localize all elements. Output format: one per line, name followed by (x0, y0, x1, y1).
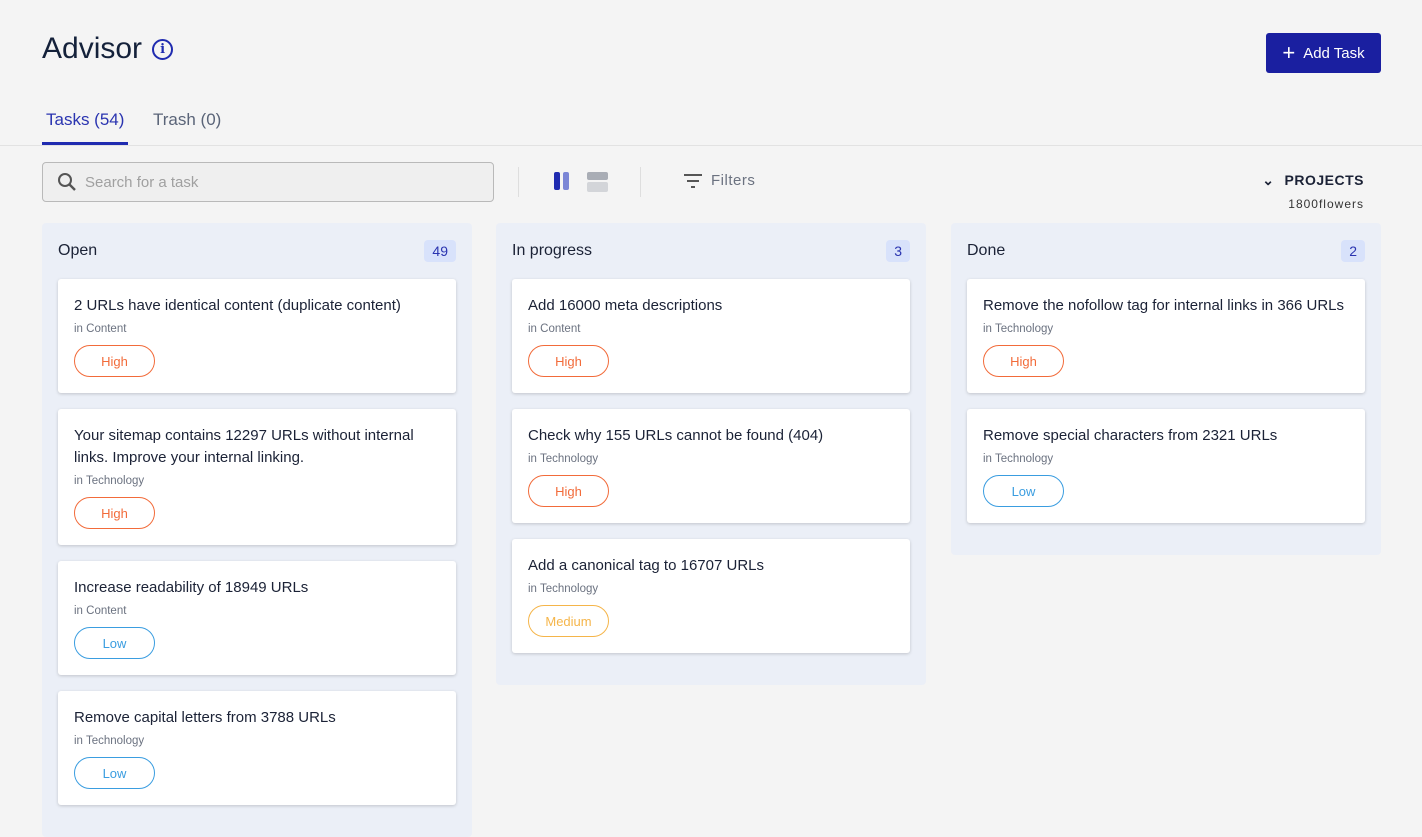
task-category: in Technology (528, 583, 599, 595)
priority-badge[interactable]: High (528, 345, 609, 377)
task-category: in Content (74, 323, 127, 335)
plus-icon: + (1282, 40, 1296, 65)
priority-badge[interactable]: Low (74, 757, 155, 789)
task-category: in Technology (983, 323, 1054, 335)
task-category: in Technology (528, 453, 599, 465)
task-card[interactable]: Check why 155 URLs cannot be found (404)… (512, 409, 910, 523)
add-task-label: Add Task (1303, 44, 1365, 62)
column-in-progress: In progress 3 Add 16000 meta descriptions i… (496, 223, 926, 685)
task-card[interactable]: Increase readability of 18949 URLs in Con… (58, 561, 456, 675)
column-header: Done 2 (967, 239, 1365, 263)
task-title: Remove capital letters from 3788 URLs (74, 709, 336, 726)
column-open: Open 49 2 URLs have identical content (dup… (42, 223, 472, 837)
task-card[interactable]: 2 URLs have identical content (duplicate… (58, 279, 456, 393)
priority-badge[interactable]: High (74, 497, 155, 529)
column-header: In progress 3 (512, 239, 910, 263)
info-icon[interactable]: i (152, 38, 174, 60)
search-box[interactable] (42, 162, 494, 202)
search-icon (58, 173, 76, 191)
tab-bar: Tasks (54) Trash (0) (0, 100, 1422, 146)
divider (640, 167, 641, 197)
priority-badge[interactable]: High (983, 345, 1064, 377)
task-card[interactable]: Remove the nofollow tag for internal lin… (967, 279, 1365, 393)
column-title: Done (967, 242, 1006, 259)
task-card[interactable]: Your sitemap contains 12297 URLs without… (58, 409, 456, 545)
task-category: in Technology (983, 453, 1054, 465)
tab-trash[interactable]: Trash (0) (153, 110, 222, 129)
task-title: Add a canonical tag to 16707 URLs (528, 557, 764, 574)
task-card[interactable]: Remove special characters from 2321 URLs… (967, 409, 1365, 523)
task-title: 2 URLs have identical content (duplicate… (74, 297, 401, 314)
page-title-row: Advisor i (42, 32, 174, 66)
task-title: Add 16000 meta descriptions (528, 297, 723, 314)
column-header: Open 49 (58, 239, 456, 263)
task-title: Increase readability of 18949 URLs (74, 579, 309, 596)
priority-badge[interactable]: High (528, 475, 609, 507)
projects-label: PROJECTS (1284, 172, 1364, 188)
project-name: 1800flowers (1288, 197, 1364, 211)
priority-badge[interactable]: High (74, 345, 155, 377)
task-category: in Content (74, 605, 127, 617)
page-title: Advisor (42, 32, 143, 65)
divider (518, 167, 519, 197)
task-category: in Technology (74, 475, 145, 487)
search-input[interactable] (85, 173, 465, 191)
column-count-badge: 3 (886, 240, 910, 262)
board-view-button[interactable] (554, 172, 569, 190)
projects-dropdown[interactable]: ⌄ PROJECTS (1262, 172, 1364, 189)
add-task-button[interactable]: + Add Task (1266, 33, 1381, 73)
task-title: Your sitemap contains 12297 URLs without… (74, 427, 414, 466)
filters-label: Filters (711, 172, 756, 189)
column-count-badge: 49 (424, 240, 456, 262)
column-done: Done 2 Remove the nofollow tag for interna… (951, 223, 1381, 555)
priority-badge[interactable]: Low (983, 475, 1064, 507)
task-title: Remove the nofollow tag for internal lin… (983, 297, 1345, 314)
filter-icon (684, 173, 702, 188)
column-count-badge: 2 (1341, 240, 1365, 262)
task-card[interactable]: Add a canonical tag to 16707 URLs in Tech… (512, 539, 910, 653)
column-title: In progress (512, 242, 593, 259)
task-title: Remove special characters from 2321 URLs (983, 427, 1278, 444)
list-view-button[interactable] (587, 172, 608, 192)
tab-tasks[interactable]: Tasks (54) (42, 110, 129, 145)
filters-button[interactable]: Filters (683, 172, 755, 189)
task-card[interactable]: Add 16000 meta descriptions in Content Hig… (512, 279, 910, 393)
column-title: Open (58, 242, 98, 259)
chevron-down-icon: ⌄ (1262, 172, 1275, 188)
task-category: in Technology (74, 735, 145, 747)
task-category: in Content (528, 323, 581, 335)
task-card[interactable]: Remove capital letters from 3788 URLs in … (58, 691, 456, 805)
task-title: Check why 155 URLs cannot be found (404) (528, 427, 824, 444)
priority-badge[interactable]: Low (74, 627, 155, 659)
priority-badge[interactable]: Medium (528, 605, 609, 637)
